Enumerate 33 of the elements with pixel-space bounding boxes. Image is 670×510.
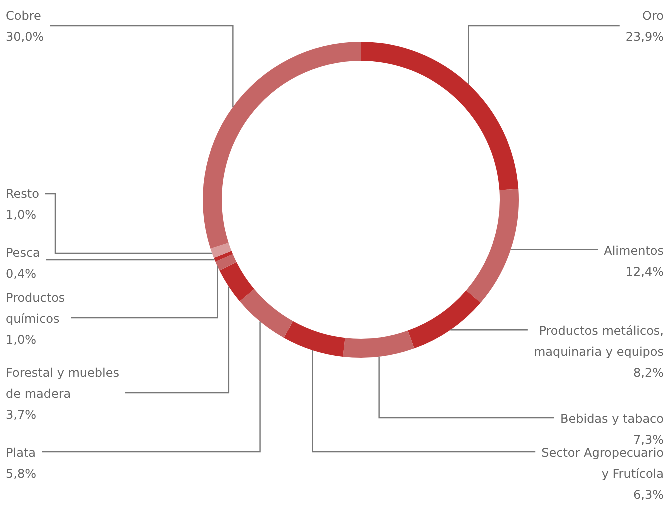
slice-label: Cobre (6, 9, 42, 23)
data-label: 30,0% (6, 30, 44, 44)
slice-label: Resto (6, 187, 40, 201)
data-label: 1,0% (6, 333, 36, 347)
data-label: 1,0% (6, 208, 36, 222)
donut-slice (240, 289, 294, 338)
donut-slice (408, 290, 481, 349)
data-label: 0,4% (6, 267, 36, 281)
donut-slice (216, 254, 237, 271)
donut-slice (343, 330, 415, 358)
data-label: 5,8% (6, 467, 36, 481)
donut-slice (210, 242, 232, 258)
slice-label: Sector Agropecuario y Frutícola (542, 446, 664, 481)
donut-slice (220, 262, 254, 302)
slice-label: Plata (6, 446, 36, 460)
slice-label: Productos químicos (6, 291, 66, 326)
data-label: 3,7% (6, 408, 36, 422)
data-label: 12,4% (626, 265, 664, 279)
data-label: 23,9% (626, 30, 664, 44)
data-label: 6,3% (634, 488, 664, 502)
slice-label: Bebidas y tabaco (560, 412, 664, 426)
data-label: 8,2% (634, 366, 664, 380)
donut-slice (214, 251, 234, 262)
slice-label: Productos metálicos, maquinaria y equipos (534, 324, 664, 359)
donut-slice (466, 189, 519, 303)
data-label: 7,3% (634, 433, 664, 447)
slice-label: Oro (642, 9, 664, 23)
slice-label: Alimentos (604, 244, 664, 258)
slice-label: Forestal y muebles de madera (6, 366, 120, 401)
donut-slice (284, 321, 346, 357)
slice-label: Pesca (6, 246, 40, 260)
donut-slice (203, 42, 361, 249)
donut-slice (361, 42, 519, 190)
